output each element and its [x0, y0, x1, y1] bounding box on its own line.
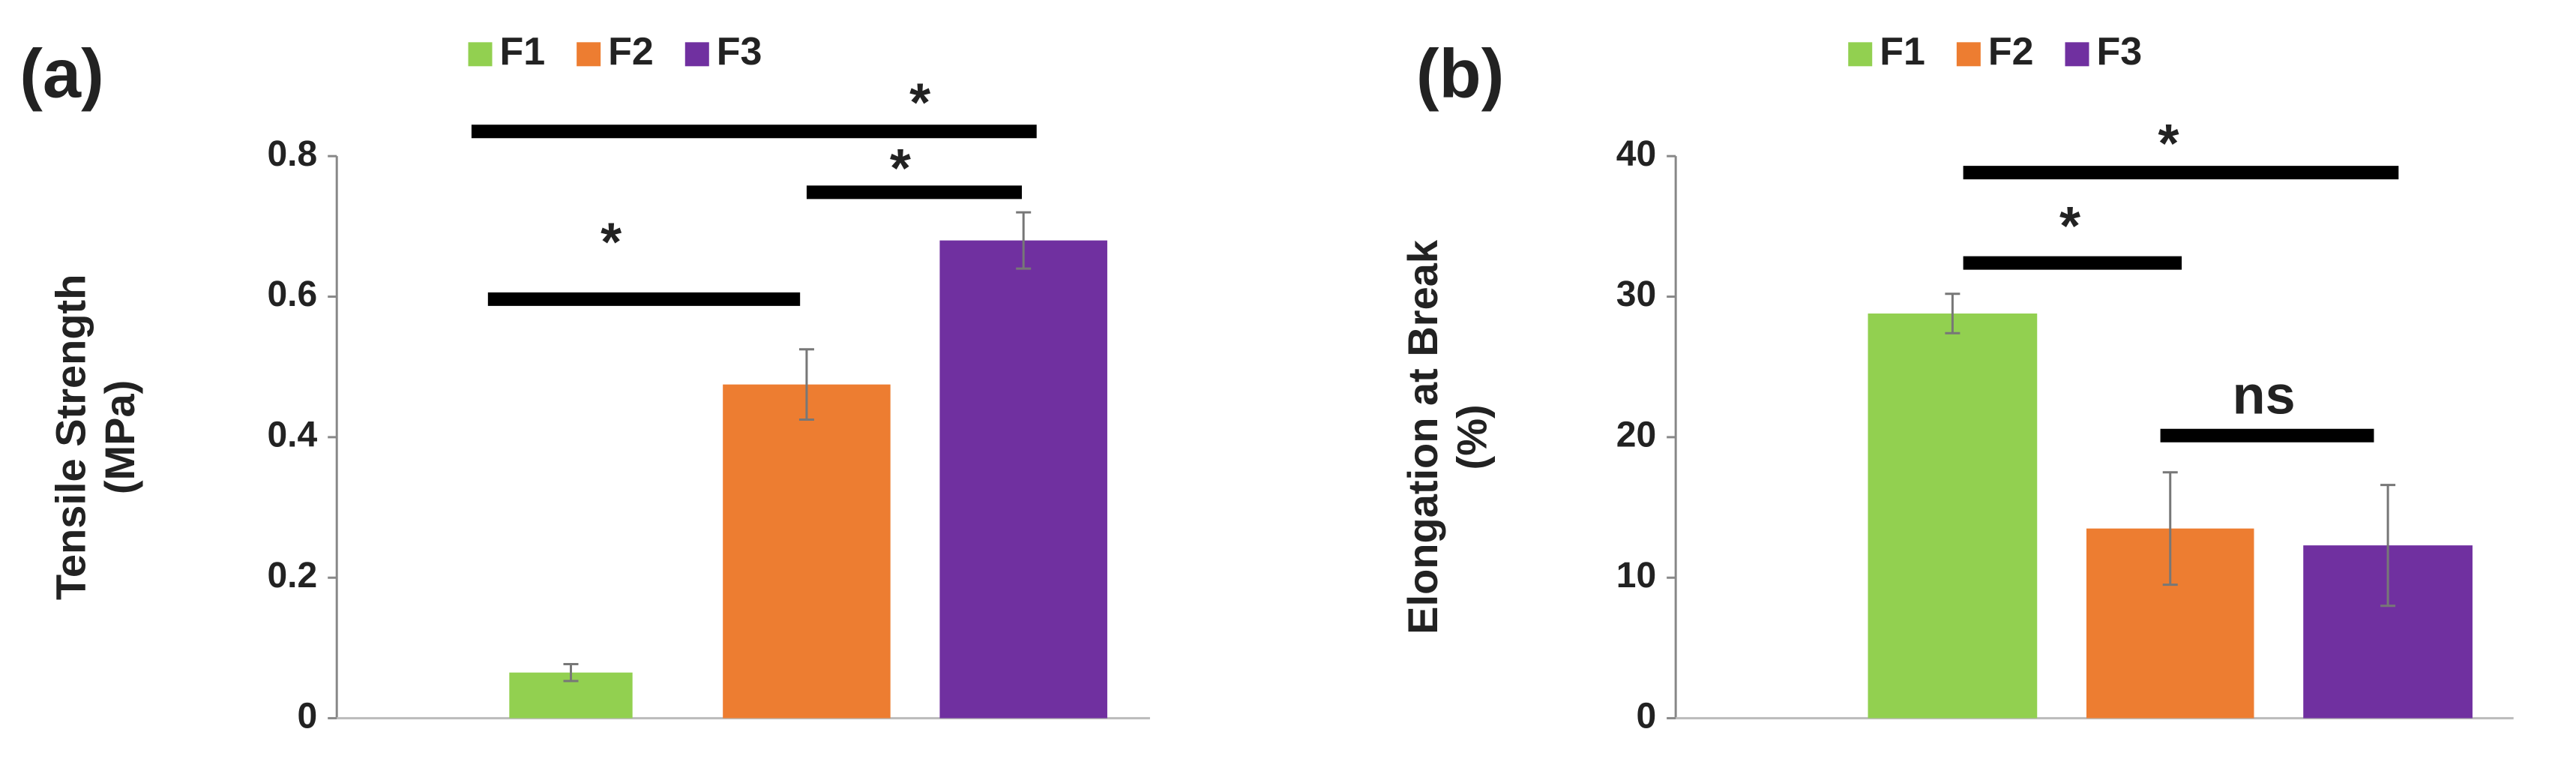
legend-swatch: [684, 42, 709, 67]
y-tick-label: 30: [1616, 274, 1656, 314]
y-tick-label: 20: [1616, 416, 1656, 455]
legend-swatch: [468, 42, 493, 67]
legend-label: F3: [2096, 30, 2142, 74]
panel-label: (b): [1416, 35, 1504, 112]
y-tick-label: 0: [1636, 696, 1656, 736]
y-tick-label: 0.4: [267, 416, 317, 455]
bar: [939, 240, 1107, 718]
legend-label: F1: [1880, 30, 1925, 74]
y-axis-title: (%): [1448, 404, 1496, 470]
panel-label: (a): [19, 35, 103, 112]
y-tick-label: 0: [298, 696, 318, 736]
legend-label: F3: [717, 30, 762, 74]
legend-label: F2: [1988, 30, 2034, 74]
legend-label: F2: [608, 30, 654, 74]
legend-swatch: [2065, 42, 2089, 67]
y-axis-title: Tensile Strength: [46, 274, 94, 601]
legend-swatch: [1956, 42, 1981, 67]
y-axis-title: Elongation at Break: [1399, 239, 1446, 634]
bar: [723, 384, 891, 718]
y-tick-label: 0.6: [267, 274, 317, 314]
y-tick-label: 0.2: [267, 556, 317, 596]
significance-label: ns: [2233, 366, 2296, 426]
y-tick-label: 10: [1616, 556, 1656, 596]
y-tick-label: 40: [1616, 134, 1656, 174]
significance-label: *: [2158, 114, 2179, 174]
significance-label: *: [909, 73, 930, 133]
legend-swatch: [1848, 42, 1873, 67]
y-axis-title: (MPa): [96, 380, 143, 494]
bar: [1868, 314, 2038, 718]
legend-swatch: [577, 42, 601, 67]
significance-label: *: [2059, 196, 2080, 256]
significance-label: *: [890, 139, 911, 199]
significance-label: *: [601, 213, 622, 273]
y-tick-label: 0.8: [267, 134, 317, 174]
legend-label: F1: [500, 30, 546, 74]
